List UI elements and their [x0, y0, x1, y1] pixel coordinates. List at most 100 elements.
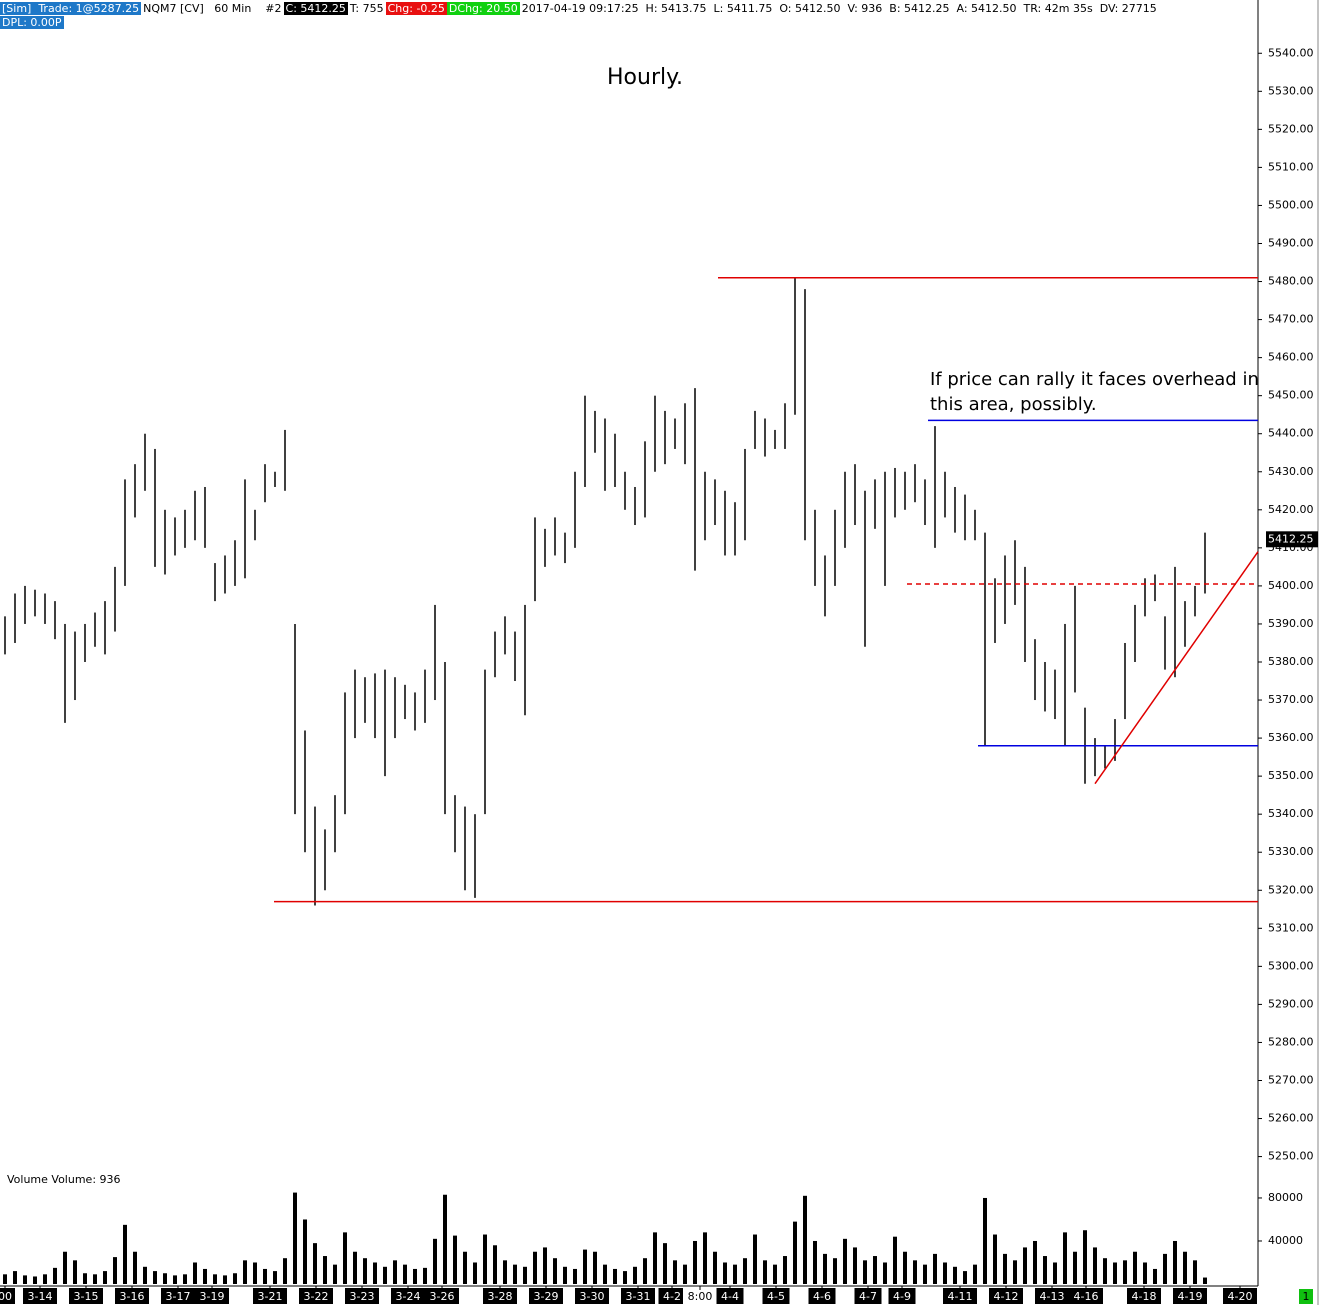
volume-bar: [253, 1262, 257, 1284]
volume-bar: [653, 1232, 657, 1284]
y-tick-label: 5490.00: [1268, 236, 1314, 249]
volume-bar: [853, 1247, 857, 1284]
volume-bar: [843, 1238, 847, 1284]
volume-bar: [1123, 1260, 1127, 1284]
volume-bar: [933, 1253, 937, 1284]
volume-bar: [133, 1251, 137, 1284]
x-tick-label: 3-22: [304, 1290, 329, 1303]
x-tick-box: [391, 1288, 425, 1304]
x-tick-label: 00: [0, 1290, 12, 1303]
volume-bar: [323, 1256, 327, 1284]
volume-bar: [1203, 1277, 1207, 1284]
trend-line: [1094, 551, 1259, 785]
page-box: [1299, 1289, 1313, 1304]
volume-bar: [803, 1195, 807, 1284]
volume-bar: [273, 1271, 277, 1284]
volume-bar: [43, 1274, 47, 1284]
status-item: T: 755: [347, 2, 386, 15]
volume-bar: [143, 1266, 147, 1284]
y-tick-label: 5540.00: [1268, 46, 1314, 59]
volume-bar: [523, 1266, 527, 1284]
volume-bar: [783, 1256, 787, 1284]
volume-bar: [113, 1257, 117, 1284]
volume-bar: [903, 1251, 907, 1284]
last-price-label: 5412.25: [1268, 532, 1314, 545]
volume-bar: [633, 1266, 637, 1284]
y-tick-label: 5250.00: [1268, 1150, 1314, 1163]
status-item: [Sim] Trade: 1@5287.25: [0, 2, 142, 15]
volume-bar: [1013, 1260, 1017, 1284]
x-tick-label: 3-30: [580, 1290, 605, 1303]
x-tick-box: [854, 1288, 882, 1304]
y-tick-label: 5320.00: [1268, 883, 1314, 896]
volume-bar: [393, 1260, 397, 1284]
last-price-box: [1266, 531, 1318, 548]
status-item: 2017-04-19 09:17:25 H: 5413.75 L: 5411.7…: [519, 2, 1159, 15]
volume-bar: [13, 1271, 17, 1284]
volume-bar: [1003, 1253, 1007, 1284]
volume-bar: [203, 1268, 207, 1284]
volume-bar: [1063, 1232, 1067, 1284]
x-tick-label: 3-16: [120, 1290, 145, 1303]
x-tick-box: [888, 1288, 916, 1304]
x-tick-box: [1069, 1288, 1103, 1304]
volume-bar: [263, 1268, 267, 1284]
y-tick-label: 5500.00: [1268, 198, 1314, 211]
volume-bar: [983, 1197, 987, 1284]
x-tick-box: [989, 1288, 1023, 1304]
x-tick-box: [195, 1288, 229, 1304]
volume-bar: [553, 1258, 557, 1284]
x-tick-label: 4-19: [1178, 1290, 1203, 1303]
status-bar: DPL: 0.00P: [0, 16, 64, 30]
x-tick-box: [0, 1288, 15, 1304]
x-tick-label: 3-26: [430, 1290, 455, 1303]
volume-bar: [1093, 1247, 1097, 1284]
y-tick-label: 5520.00: [1268, 122, 1314, 135]
volume-bar: [93, 1274, 97, 1284]
status-item: NQM7 [CV] 60 Min #2: [141, 2, 284, 15]
volume-bar: [1103, 1258, 1107, 1284]
volume-bar: [413, 1268, 417, 1284]
volume-bar: [743, 1258, 747, 1284]
volume-label: Volume Volume: 936: [7, 1173, 121, 1186]
volume-bar: [3, 1274, 7, 1284]
volume-bar: [793, 1221, 797, 1284]
volume-bar: [153, 1271, 157, 1284]
y-tick-label: 5300.00: [1268, 959, 1314, 972]
x-tick-label: 3-14: [28, 1290, 53, 1303]
x-tick-box: [161, 1288, 195, 1304]
status-bar: [Sim] Trade: 1@5287.25 NQM7 [CV] 60 Min #…: [0, 2, 1159, 16]
volume-bar: [183, 1274, 187, 1284]
volume-bar: [1193, 1260, 1197, 1284]
x-tick-label: 4-11: [948, 1290, 973, 1303]
x-tick-box: [808, 1288, 836, 1304]
volume-bar: [773, 1264, 777, 1284]
y-tick-label: 5340.00: [1268, 807, 1314, 820]
volume-bar: [1133, 1251, 1137, 1284]
volume-bar: [23, 1275, 27, 1284]
annotation: If price can rally it faces overhead in: [930, 369, 1259, 390]
volume-bar: [613, 1268, 617, 1284]
volume-bar: [353, 1251, 357, 1284]
volume-bar: [713, 1251, 717, 1284]
volume-bar: [363, 1258, 367, 1284]
x-tick-box: [69, 1288, 103, 1304]
x-tick-label: 3-29: [534, 1290, 559, 1303]
volume-bar: [623, 1271, 627, 1284]
volume-bar: [593, 1251, 597, 1284]
y-tick-label: 80000: [1268, 1191, 1303, 1204]
volume-bar: [313, 1243, 317, 1284]
volume-bar: [813, 1240, 817, 1284]
volume-bar: [873, 1256, 877, 1284]
x-tick-box: [683, 1288, 717, 1304]
chart-title: Hourly.: [607, 65, 683, 90]
x-tick-label: 4-9: [893, 1290, 911, 1303]
y-tick-label: 5330.00: [1268, 845, 1314, 858]
volume-bar: [833, 1258, 837, 1284]
status-item: Chg: -0.25: [385, 2, 447, 15]
volume-bar: [1153, 1268, 1157, 1284]
volume-bar: [563, 1266, 567, 1284]
volume-bar: [663, 1243, 667, 1284]
volume-bar: [943, 1262, 947, 1284]
